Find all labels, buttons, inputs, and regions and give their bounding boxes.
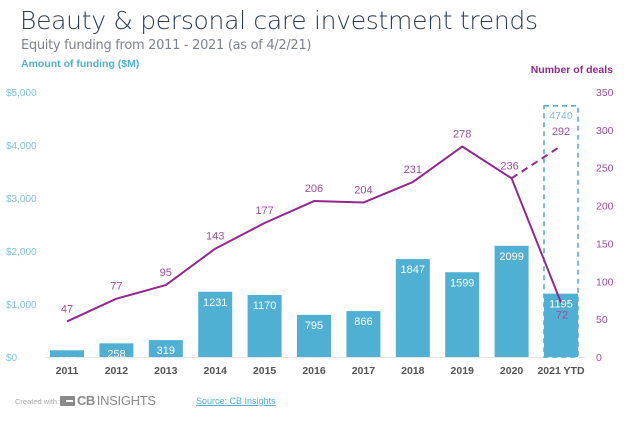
left-axis-tick-label: $0 <box>6 353 18 364</box>
left-axis-tick-label: $1,000 <box>6 300 37 311</box>
right-axis-tick-label: 100 <box>596 276 614 288</box>
funding-bar <box>544 293 578 357</box>
cbinsights-logo: CB INSIGHTS <box>60 393 156 408</box>
left-axis-tick-label: $5,000 <box>6 88 37 99</box>
source-link[interactable]: Source: CB Insights <box>196 396 276 406</box>
cbinsights-logo-icon <box>60 395 75 406</box>
x-axis-tick-label: 2020 <box>500 365 524 377</box>
funding-bar-label: 319 <box>157 345 175 357</box>
projected-deals-label: 292 <box>552 126 570 138</box>
funding-bar <box>99 343 134 357</box>
funding-bar-label: 1231 <box>203 297 227 309</box>
right-axis-tick-label: 200 <box>596 201 614 213</box>
funding-bar-label: 866 <box>354 316 372 328</box>
left-axis-tick-label: $2,000 <box>6 247 37 258</box>
right-axis-title: Number of deals <box>530 64 613 76</box>
right-axis-tick-label: 250 <box>596 163 614 175</box>
logo-text-light: INSIGHTS <box>96 393 156 408</box>
right-axis-tick-label: 350 <box>596 87 614 99</box>
funding-bar <box>198 291 233 357</box>
x-axis-tick-label: 2013 <box>154 365 178 377</box>
funding-bar-label: 1599 <box>450 277 474 289</box>
left-axis-tick-label: $3,000 <box>6 194 37 205</box>
created-with-label: Created with: <box>15 397 60 406</box>
funding-bar-label: 1847 <box>401 264 425 276</box>
logo-text-bold: CB <box>77 393 95 408</box>
x-axis-tick-label: 2021 YTD <box>537 365 585 377</box>
funding-bar <box>346 311 381 357</box>
funding-bar-label: 258 <box>107 348 125 360</box>
funding-bar-label: 2099 <box>499 251 523 263</box>
x-axis-tick-label: 2011 <box>56 365 79 377</box>
left-axis-title: Amount of funding ($M) <box>21 58 140 70</box>
x-axis-tick-label: 2017 <box>352 365 376 377</box>
funding-bar-label: 127 <box>58 355 76 367</box>
projected-funding-label: 4740 <box>549 110 573 122</box>
x-axis-tick-label: 2012 <box>105 365 129 377</box>
right-axis-tick-label: 50 <box>596 314 608 326</box>
funding-bar <box>50 350 84 357</box>
deals-point-label: 47 <box>61 303 73 315</box>
x-axis-tick-label: 2018 <box>401 365 425 377</box>
funding-bar-label: 1195 <box>549 299 573 311</box>
funding-bar-label: 795 <box>305 320 323 332</box>
funding-bar <box>297 314 331 357</box>
deals-point-label: 72 <box>556 309 568 321</box>
funding-bar <box>445 272 480 357</box>
deals-point-label: 77 <box>110 281 122 293</box>
funding-bar <box>247 294 282 357</box>
deals-line <box>66 145 562 323</box>
right-axis-tick-label: 0 <box>596 352 602 364</box>
x-axis-tick-label: 2019 <box>451 365 475 377</box>
funding-bar <box>494 245 529 357</box>
deals-point-label: 95 <box>160 267 172 279</box>
deals-point-label: 236 <box>500 160 518 172</box>
right-axis-tick-label: 300 <box>596 125 614 137</box>
x-axis-tick-label: 2014 <box>204 365 228 377</box>
projected-deals-line <box>511 145 562 180</box>
right-axis-tick-label: 150 <box>596 238 614 250</box>
left-axis-tick-label: $4,000 <box>6 141 37 152</box>
deals-point-label: 143 <box>206 231 224 243</box>
deals-point-label: 206 <box>305 183 323 195</box>
chart-title: Beauty & personal care investment trends <box>20 6 538 35</box>
x-axis-tick-label: 2016 <box>302 365 326 377</box>
deals-point-label: 278 <box>453 129 471 141</box>
funding-bar <box>148 340 183 357</box>
funding-bar <box>395 259 430 357</box>
x-axis-tick-label: 2015 <box>253 365 277 377</box>
deals-point-label: 231 <box>404 164 422 176</box>
funding-bar-label: 1170 <box>253 300 277 312</box>
chart-subtitle: Equity funding from 2011 - 2021 (as of 4… <box>21 38 312 53</box>
deals-point-label: 177 <box>255 205 273 217</box>
projected-funding-box <box>543 104 579 358</box>
deals-point-label: 204 <box>354 185 372 197</box>
